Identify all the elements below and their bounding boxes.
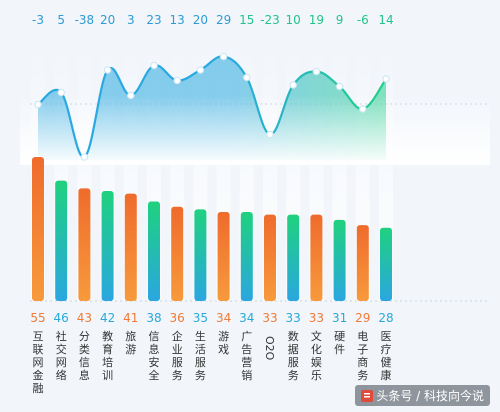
change-point [382,75,390,83]
bar-value-label: 28 [378,311,393,325]
bar-0 [32,157,44,301]
bar-value-label: 34 [216,311,231,325]
change-label: 9 [336,13,344,27]
change-point [289,81,298,89]
change-label: -6 [357,13,369,27]
change-curve [20,52,490,165]
bar-value-label: 46 [54,311,69,325]
bar-value-label: 43 [77,311,92,325]
bar-value-label: 35 [193,311,208,325]
change-point [219,52,228,61]
change-label: 15 [239,13,254,27]
bar-15 [380,227,392,301]
bar-4 [124,193,137,301]
change-point [127,91,135,100]
category-label: 社交网络 [56,329,67,382]
change-point [358,105,367,113]
bar-value-label: 33 [309,311,324,325]
change-line [37,55,387,159]
bar-value-label: 33 [262,311,277,325]
change-label: 3 [127,13,135,27]
watermark: 头条号 / 科技向今说 [355,385,490,406]
category-label: 生活服务 [195,329,206,382]
bar-8 [217,211,230,301]
change-point [196,66,205,74]
bar-value-label: 34 [239,311,254,325]
change-labels: -3 5 -38 20 3 23 13 20 29 15 -23 10 19 9 -6 14 [32,13,394,27]
watermark-text: 头条号 / 科技向今说 [376,389,484,403]
category-label: O2O [263,336,276,361]
change-label: 5 [57,13,65,27]
change-label: 13 [170,13,185,27]
change-label: 19 [309,13,324,27]
bar-9 [240,211,253,301]
bar-10 [264,214,276,301]
category-label: 医疗健康 [381,330,392,382]
change-point [57,88,66,97]
bar-value-label: 42 [100,311,115,325]
category-label: 电子商务 [357,330,368,382]
category-label: 硬件 [334,330,345,356]
category-label: 信息安全 [149,330,160,382]
bar-13 [333,219,346,301]
bar-3 [101,191,114,301]
value-labels: 55 46 43 42 41 38 36 35 34 34 33 33 33 31 29 28 [30,311,393,325]
bar-value-label: 29 [355,311,370,325]
change-label: 20 [193,13,208,27]
change-label: -38 [75,13,95,27]
category-label: 数据服务 [288,330,299,382]
change-point [80,153,89,161]
change-point [266,130,274,139]
change-label: 14 [378,13,393,27]
bar-2 [78,188,91,301]
bar-1 [55,180,68,301]
change-point [173,76,182,85]
bar-value-label: 38 [146,311,161,325]
bar-value-label: 33 [286,311,301,325]
bar-5 [148,201,160,301]
change-area-fade [20,95,490,165]
bar-value-label: 41 [123,311,138,325]
category-label: 游戏 [218,330,229,356]
category-label: 分类信息 [79,330,90,382]
bar-value-label: 55 [30,311,45,325]
change-label: 10 [286,13,301,27]
bars [32,157,392,301]
change-label: 23 [146,13,161,27]
category-label: 旅游 [125,329,136,356]
bar-value-label: 31 [332,311,347,325]
bar-7 [194,209,207,301]
change-point [312,67,321,76]
bar-14 [356,225,369,301]
toutiao-logo-icon [361,390,374,402]
category-label: 文化娱乐 [311,329,322,382]
change-point [335,82,344,91]
bar-12 [310,214,323,301]
bar-6 [171,206,184,301]
category-label: 广告营销 [241,330,252,382]
category-label: 互联网金融 [33,330,44,395]
change-label: -3 [32,13,44,27]
change-point [150,61,158,70]
category-labels: 互联网金融 社交网络 分类信息 教育培训 旅游 信息安全 企业服务 生活服务 游戏 广告营销 O2O… [33,329,392,395]
change-point [243,73,251,82]
change-label: 29 [216,13,231,27]
change-label: 20 [100,13,115,27]
bar-11 [287,214,300,301]
category-label: 企业服务 [172,329,183,382]
category-label: 教育培训 [102,330,113,382]
change-point [34,100,42,109]
bar-value-label: 36 [170,311,185,325]
change-point [103,66,112,74]
change-label: -23 [260,13,280,27]
